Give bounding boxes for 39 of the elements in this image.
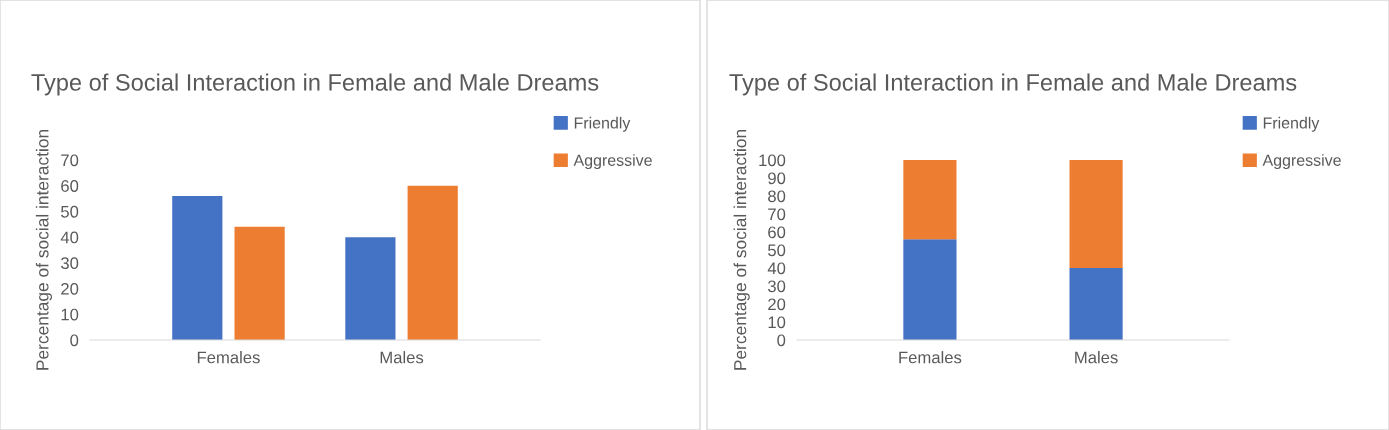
y-tick-label: 80: [768, 190, 786, 203]
y-tick-label: 60: [768, 226, 786, 239]
y-tick-label: 0: [70, 334, 79, 347]
y-axis-title: Percentage of social interaction: [35, 130, 53, 370]
y-tick-label: 70: [768, 208, 786, 221]
legend-label: Aggressive: [1262, 154, 1341, 170]
y-tick-label: 60: [61, 180, 79, 192]
y-tick-label: 10: [61, 308, 79, 321]
bar: [407, 185, 458, 340]
y-tick-label: 10: [768, 316, 786, 329]
y-tick-label: 30: [60, 257, 79, 270]
bar: [903, 239, 957, 340]
y-tick-label: 30: [767, 280, 786, 293]
chart-title: Type of Social Interaction in Female and Male Dreams: [31, 73, 599, 96]
y-tick-label: 50: [61, 205, 79, 218]
x-tick-label: Males: [380, 351, 424, 364]
chart-title: Type of Social Interaction in Female and Male Dreams: [729, 73, 1297, 96]
x-tick-label: Males: [1075, 351, 1118, 364]
legend-label: Friendly: [574, 116, 631, 132]
y-tick-label: 20: [61, 282, 79, 295]
bar: [234, 226, 285, 340]
y-tick-label: 20: [768, 298, 786, 311]
bar: [1069, 268, 1123, 340]
y-axis-title: Percentage of social interaction: [733, 130, 750, 370]
x-tick-label: Females: [899, 351, 962, 364]
bar: [1069, 160, 1123, 268]
y-tick-label: 40: [767, 262, 786, 275]
legend-label: Aggressive: [573, 154, 652, 170]
y-tick-label: 90: [768, 172, 786, 185]
y-tick-label: 100: [759, 154, 786, 167]
y-tick-label: 40: [60, 231, 79, 244]
bar: [345, 237, 396, 340]
y-tick-label: 50: [768, 244, 786, 257]
y-tick-label: 70: [61, 154, 79, 167]
legend-label: Friendly: [1263, 116, 1320, 132]
bar: [172, 196, 223, 340]
x-tick-label: Females: [197, 351, 260, 364]
y-tick-label: 0: [777, 334, 786, 347]
bar: [903, 160, 957, 240]
